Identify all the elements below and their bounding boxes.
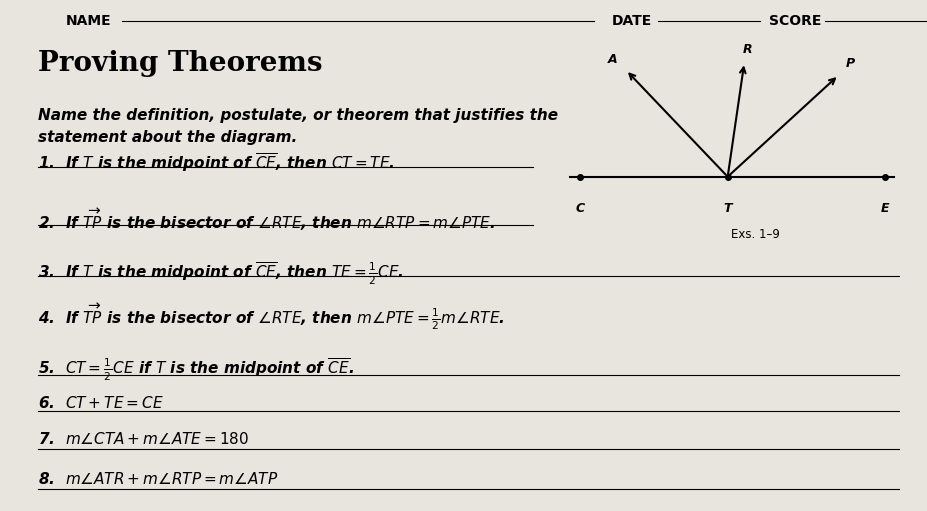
Text: 7.  $m\angle CTA + m\angle ATE = 180$: 7. $m\angle CTA + m\angle ATE = 180$ bbox=[38, 431, 249, 447]
Text: R: R bbox=[742, 43, 751, 56]
Text: Name the definition, postulate, or theorem that justifies the
statement about th: Name the definition, postulate, or theor… bbox=[38, 108, 558, 145]
Text: P: P bbox=[844, 57, 854, 70]
Text: 3.  If $T$ is the midpoint of $\overline{CE}$, then $TE = \frac{1}{2}CE$.: 3. If $T$ is the midpoint of $\overline{… bbox=[38, 261, 404, 287]
Text: 1.  If $T$ is the midpoint of $\overline{CE}$, then $CT = TE$.: 1. If $T$ is the midpoint of $\overline{… bbox=[38, 151, 395, 174]
Text: 5.  $CT = \frac{1}{2}CE$ if $T$ is the midpoint of $\overline{CE}$.: 5. $CT = \frac{1}{2}CE$ if $T$ is the mi… bbox=[38, 357, 354, 383]
Text: Exs. 1–9: Exs. 1–9 bbox=[730, 227, 779, 241]
Text: Proving Theorems: Proving Theorems bbox=[38, 50, 323, 77]
Text: A: A bbox=[607, 53, 617, 66]
Text: 2.  If $\overrightarrow{TP}$ is the bisector of $\angle RTE$, then $m\angle RTP : 2. If $\overrightarrow{TP}$ is the bisec… bbox=[38, 207, 495, 234]
Text: 6.  $CT + TE = CE$: 6. $CT + TE = CE$ bbox=[38, 396, 164, 411]
Text: DATE: DATE bbox=[612, 14, 652, 28]
Text: C: C bbox=[575, 202, 584, 215]
Text: 4.  If $\overrightarrow{TP}$ is the bisector of $\angle RTE$, then $m\angle PTE : 4. If $\overrightarrow{TP}$ is the bisec… bbox=[38, 301, 504, 332]
Text: E: E bbox=[880, 202, 888, 215]
Text: SCORE: SCORE bbox=[768, 14, 820, 28]
Text: NAME: NAME bbox=[66, 14, 111, 28]
Text: T: T bbox=[723, 202, 731, 215]
Text: 8.  $m\angle ATR + m\angle RTP = m\angle ATP$: 8. $m\angle ATR + m\angle RTP = m\angle … bbox=[38, 472, 278, 487]
